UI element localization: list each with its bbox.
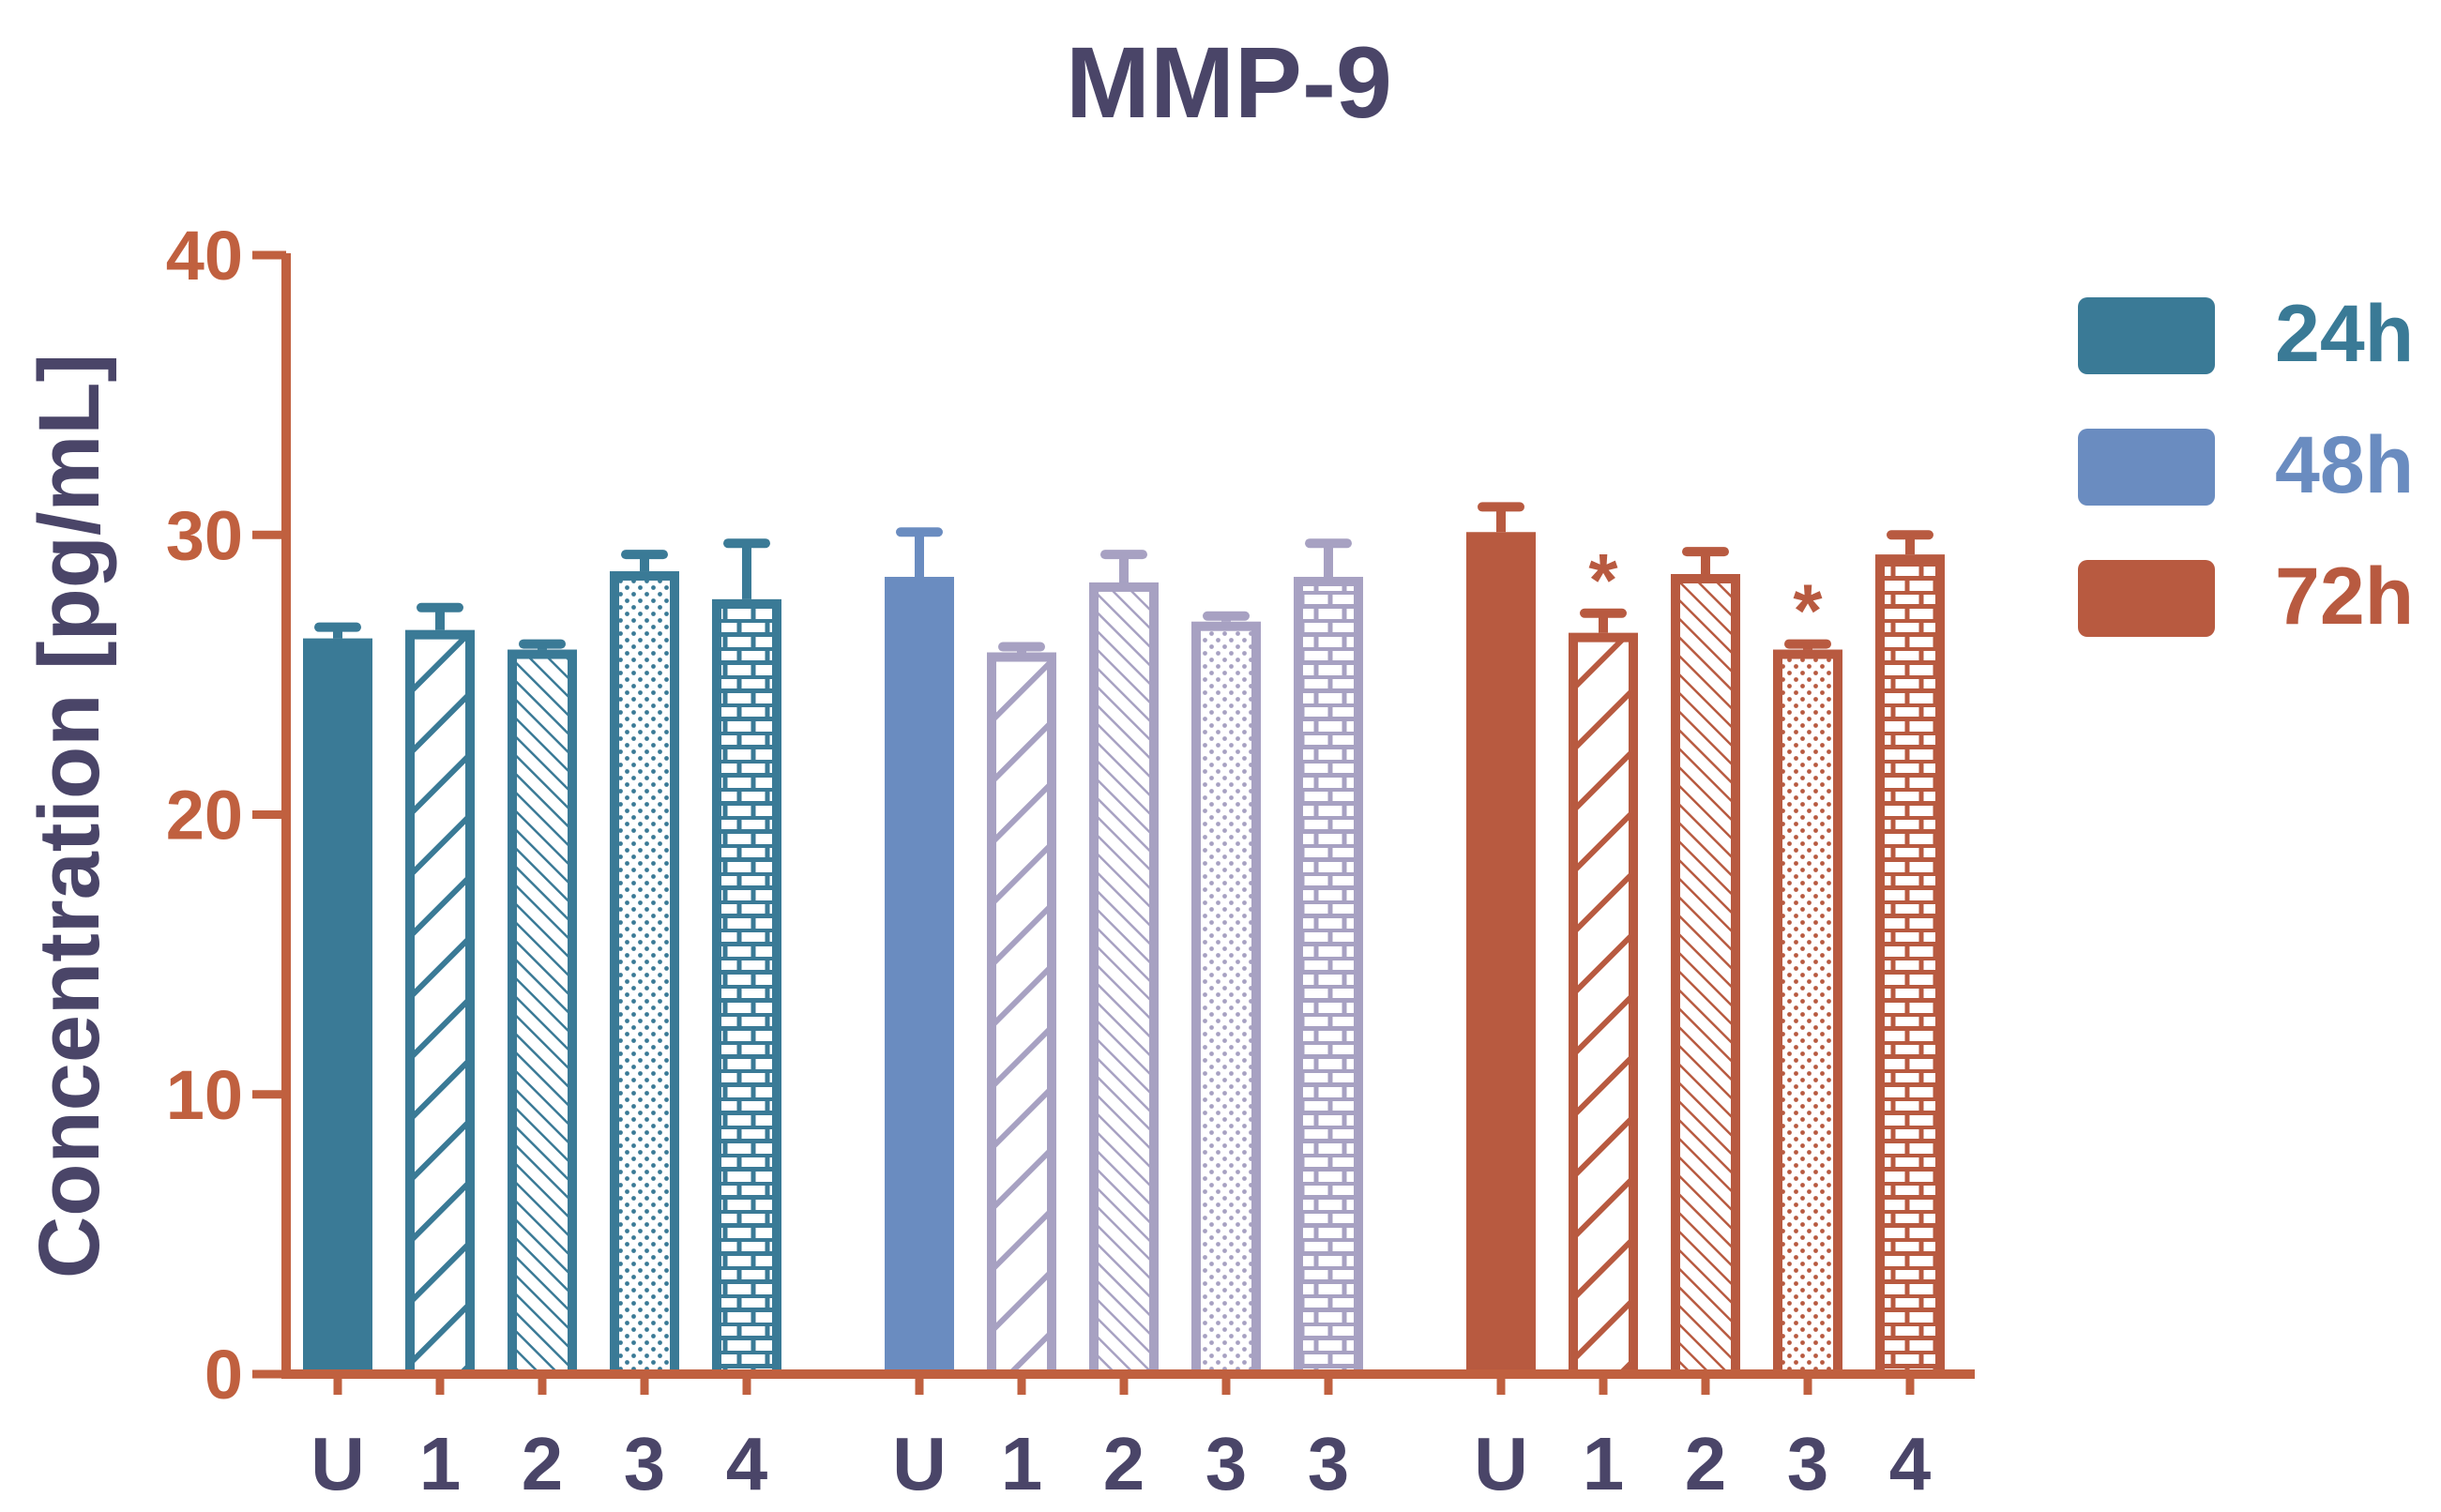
legend-label-72h: 72h	[2275, 552, 2414, 642]
bar-24h-1	[405, 629, 475, 1379]
significance-star: *	[1588, 538, 1618, 622]
bar-48h-2	[1089, 582, 1159, 1379]
bar-24h-4	[712, 598, 781, 1379]
x-tick-label: 2	[1103, 1422, 1145, 1505]
bar-72h-4	[1875, 554, 1945, 1379]
x-tick-label: 1	[1001, 1422, 1043, 1505]
x-tick-label: 3	[1308, 1422, 1350, 1505]
x-tick-label: 4	[1889, 1422, 1932, 1505]
x-tick-label: 2	[522, 1422, 564, 1505]
bar-48h-3	[1294, 576, 1363, 1379]
legend-swatch-72h	[2078, 560, 2215, 637]
legend: 24h 48h 72h	[2078, 289, 2414, 642]
bar-72h-1	[1569, 632, 1638, 1379]
x-tick-label: U	[311, 1422, 365, 1505]
x-tick-label: U	[1474, 1422, 1528, 1505]
bar-48h-U	[885, 576, 954, 1379]
y-tick-label: 0	[205, 1336, 243, 1414]
legend-swatch-48h	[2078, 429, 2215, 506]
chart-title: MMP-9	[1066, 25, 1392, 139]
bar-24h-2	[508, 649, 577, 1379]
significance-star: *	[1793, 569, 1823, 653]
y-tick-label: 40	[166, 217, 243, 295]
x-tick-label: 3	[624, 1422, 666, 1505]
legend-swatch-24h	[2078, 297, 2215, 374]
x-tick-label: 1	[419, 1422, 462, 1505]
y-axis-label: Concentration [pg/mL]	[22, 354, 117, 1278]
bar-24h-U	[303, 638, 372, 1379]
x-tick-label: 4	[726, 1422, 768, 1505]
x-tick-label: 2	[1685, 1422, 1727, 1505]
legend-label-48h: 48h	[2275, 420, 2414, 510]
legend-label-24h: 24h	[2275, 289, 2414, 379]
bar-48h-3	[1191, 621, 1261, 1379]
bar-48h-1	[987, 652, 1056, 1379]
x-tick-label: U	[892, 1422, 947, 1505]
y-tick-label: 30	[166, 496, 243, 574]
y-tick-label: 20	[166, 777, 243, 854]
bar-72h-2	[1671, 574, 1740, 1379]
x-tick-label: 3	[1787, 1422, 1829, 1505]
x-tick-label: 1	[1583, 1422, 1625, 1505]
x-tick-label: 3	[1205, 1422, 1248, 1505]
bar-72h-3	[1773, 649, 1842, 1379]
bar-72h-U	[1466, 532, 1536, 1379]
bar-24h-3	[610, 571, 679, 1379]
y-tick-label: 10	[166, 1056, 243, 1134]
